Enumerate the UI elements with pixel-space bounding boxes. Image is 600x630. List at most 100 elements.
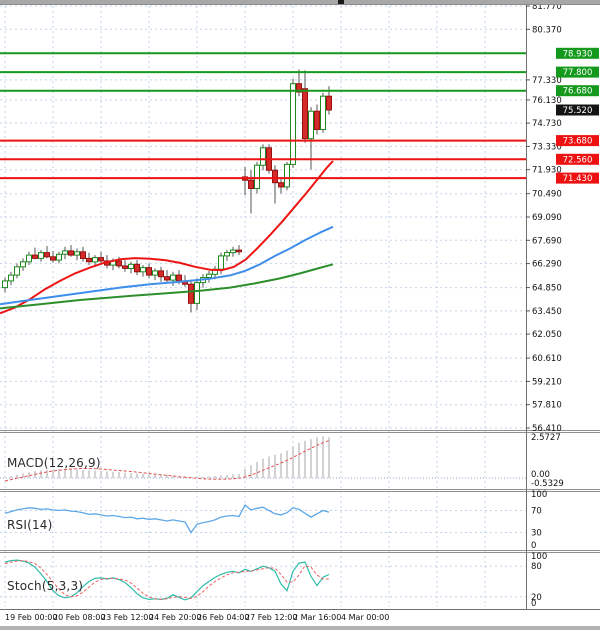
stoch-level-label: 0 (531, 599, 536, 609)
candle (86, 257, 92, 263)
price-tick-label: 77.330 (532, 76, 562, 86)
candle (164, 276, 170, 281)
price-level-badge-label: 71.430 (563, 174, 593, 184)
indicator-gridlines (0, 477, 526, 598)
candle (56, 253, 62, 261)
candle (74, 251, 80, 256)
candle (140, 267, 146, 273)
stoch-label: Stoch(5,3,3) (7, 579, 84, 593)
price-tick-label: 62.050 (532, 330, 562, 340)
bottom-bar (0, 626, 600, 630)
candle (128, 263, 134, 269)
price-tick-label: 57.810 (532, 401, 562, 411)
candle (284, 163, 290, 188)
ma-mid (0, 225, 334, 306)
price-level-badge-label: 77.800 (563, 68, 593, 78)
candle (170, 274, 176, 281)
candle (38, 252, 44, 259)
level-lines (0, 52, 526, 180)
price-level-badge (556, 153, 599, 165)
macd-signal-line (4, 440, 330, 482)
candles (2, 69, 332, 313)
ma-fast (0, 160, 334, 315)
price-level-badge-label: 72.560 (563, 155, 593, 165)
price-tick-label: 81.770 (532, 2, 562, 12)
price-tick-label: 76.130 (532, 96, 562, 106)
candle (26, 254, 32, 263)
candle (296, 83, 302, 93)
price-level-badge (556, 85, 599, 97)
macd-max-label: 2.5727 (531, 433, 561, 443)
price-level-badge-label: 76.680 (563, 87, 593, 97)
candle (272, 169, 278, 184)
candle (218, 255, 224, 270)
candle (290, 83, 296, 165)
price-tick-label: 71.930 (532, 166, 562, 176)
rsi-label: RSI(14) (7, 518, 53, 532)
price-tick-label: 80.370 (532, 25, 562, 35)
rsi-level-label: 0 (531, 541, 536, 551)
candle (92, 257, 98, 263)
price-gridlines (0, 5, 526, 429)
top-bar (0, 0, 600, 5)
price-tick-label: 63.450 (532, 307, 562, 317)
candle (188, 283, 194, 304)
candle (260, 147, 266, 166)
price-tick-label: 70.490 (532, 190, 562, 200)
price-level-badge (556, 172, 599, 184)
candle (326, 95, 332, 111)
price-tick-label: 64.850 (532, 284, 562, 294)
macd-zero-label: 0.00 (531, 470, 550, 480)
stoch-level-label: 80 (531, 562, 542, 572)
candle (32, 254, 38, 259)
candle (116, 260, 122, 267)
price-level-badge-label: 73.680 (563, 137, 593, 147)
candle (254, 164, 260, 189)
ma-slow (0, 263, 334, 310)
candle (230, 249, 236, 254)
candle (320, 95, 326, 130)
time-tick-label: 19 Feb 00:00 (5, 613, 57, 622)
price-tick-label: 73.330 (532, 142, 562, 152)
price-level-badge-label: 78.930 (563, 49, 593, 59)
macd-histogram (4, 436, 330, 478)
candle (134, 263, 140, 273)
price-level-badge-label: 75.520 (563, 106, 593, 116)
candle (8, 274, 14, 282)
rsi-level-label: 30 (531, 529, 542, 539)
stoch-d-line (4, 560, 329, 600)
candle (308, 110, 314, 140)
rsi-line (4, 503, 330, 534)
candle (206, 273, 212, 279)
time-tick-label: 27 Feb 12:00 (245, 613, 297, 622)
price-tick-label: 74.730 (532, 119, 562, 129)
rsi-level-label: 100 (531, 490, 547, 500)
price-tick-label: 67.690 (532, 236, 562, 246)
stoch-level-label: 100 (531, 552, 547, 562)
candle (194, 282, 200, 304)
macd-label: MACD(12,26,9) (7, 456, 101, 470)
top-bar-marker (338, 0, 344, 4)
price-tick-label: 60.610 (532, 354, 562, 364)
vertical-gridlines (4, 6, 486, 607)
candle (50, 256, 56, 261)
panel-separators (0, 430, 600, 610)
price-tick-label: 56.410 (532, 424, 562, 434)
candle (146, 267, 152, 276)
candle (314, 110, 320, 130)
time-tick-label: 24 Feb 20:00 (149, 613, 201, 622)
candle (122, 265, 128, 269)
candle (14, 266, 20, 276)
price-level-badge (556, 47, 599, 59)
time-tick-label: 2 Mar 16:00 (293, 613, 341, 622)
candle (20, 261, 26, 268)
candle (62, 250, 68, 255)
price-tick-label: 66.290 (532, 260, 562, 270)
price-level-badge (556, 66, 599, 78)
time-tick-label: 20 Feb 08:00 (53, 613, 105, 622)
time-tick-label: 23 Feb 12:00 (101, 613, 153, 622)
